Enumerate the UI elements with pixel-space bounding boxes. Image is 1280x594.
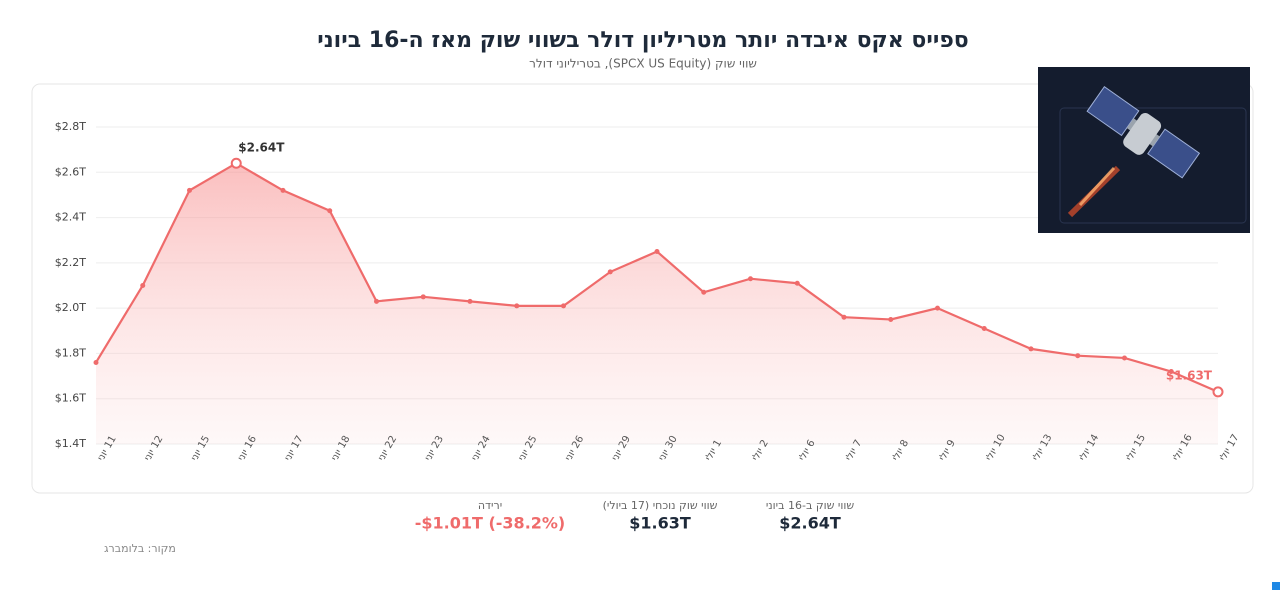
point [748,276,753,282]
point [93,359,99,365]
stat-value: -$1.01T (-38.2%) [415,514,566,533]
y-tick-label: $1.6T [55,392,86,405]
y-tick-label: $2.2T [55,256,86,269]
corner-mark [1272,582,1280,590]
point [327,208,333,214]
point [701,289,707,295]
y-tick-label: $2.0T [55,301,86,314]
point [981,326,987,332]
point [607,269,613,275]
point [935,305,940,311]
stat-label: שווי שוק נוכחי (17 ביולי) [603,499,718,512]
area [96,163,1218,444]
chart-title: ספייס אקס איבדה יותר מטריליון דולר בשווי… [317,28,969,53]
data-label: $2.64T [238,141,285,155]
satellite-image [1038,67,1250,233]
chart-subtitle: שווי שוק (SPCX US Equity), בטריליוני דול… [529,57,757,71]
point [1122,355,1127,361]
point [654,249,660,255]
stat-label: שווי שוק ב-16 ביוני [766,499,855,512]
point [561,303,566,309]
source-note: מקור: בלומברג [104,542,176,555]
point [514,303,520,309]
point [420,294,426,300]
point [841,314,847,320]
point [280,187,286,193]
stat-value: $1.63T [629,514,691,533]
point [187,187,192,193]
point [794,280,800,286]
stat-label: ירידה [478,499,502,512]
data-label: $1.63T [1166,368,1213,382]
stats: ירידה -$1.01T (-38.2%) שווי שוק נוכחי (17 … [415,499,855,533]
y-tick-label: $2.6T [55,165,86,178]
highlight-point [1212,386,1224,398]
point [374,298,379,304]
y-tick-label: $1.8T [55,346,86,359]
point [1075,353,1081,359]
y-tick-label: $1.4T [55,437,86,450]
y-tick-label: $2.4T [55,211,86,224]
point [467,298,473,304]
point [888,316,894,322]
point [1168,369,1174,375]
y-tick-label: $2.8T [55,120,86,133]
stat-value: $2.64T [779,514,841,533]
point [1028,346,1034,352]
point [140,283,146,288]
highlight-point [230,157,242,169]
plot-area: $1.4T $1.6T $1.8T $2.0T $2.2T $2.4T $2.6T $2.8T… [55,120,1242,463]
